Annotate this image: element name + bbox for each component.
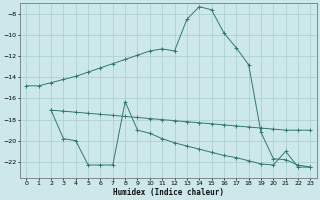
X-axis label: Humidex (Indice chaleur): Humidex (Indice chaleur) (113, 188, 224, 197)
